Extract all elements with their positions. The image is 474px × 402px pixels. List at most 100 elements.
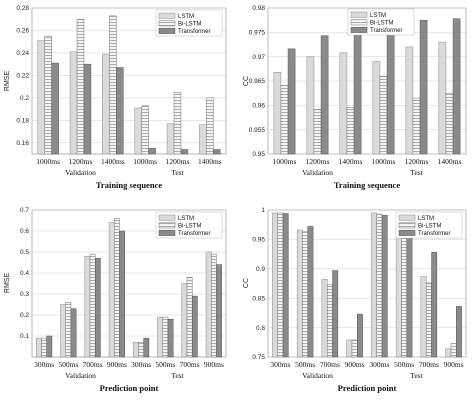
bar-lstm-2: [69, 51, 78, 155]
bar-bilstm-6: [401, 230, 408, 358]
bar-lstm-4: [346, 339, 353, 358]
x-axis-label: Training sequence: [334, 180, 400, 190]
bar-transformer-7: [431, 252, 438, 358]
x-tick-label: 1200ms: [405, 157, 429, 166]
legend-swatch: [398, 229, 416, 236]
x-tick-label: 300ms: [34, 360, 54, 369]
bar-bilstm-1: [277, 212, 284, 358]
y-tick-label: 1: [261, 207, 265, 214]
legend-swatch: [158, 214, 176, 221]
y-tick-label: 0.1: [20, 333, 29, 340]
bar-lstm-8: [445, 348, 452, 358]
bar-lstm-2: [60, 304, 67, 358]
y-tick-label: 0.955: [249, 127, 266, 134]
x-tick-label: 500ms: [394, 360, 414, 369]
legend-swatch: [350, 26, 368, 33]
y-tick-label: 0.95: [252, 237, 265, 244]
bar-lstm-8: [205, 251, 212, 358]
bar-bilstm-6: [162, 316, 169, 358]
bar-lstm-6: [199, 124, 207, 155]
bar-lstm-5: [133, 342, 139, 358]
y-tick-label: 0.98: [252, 5, 265, 12]
group-label: Validation: [65, 371, 96, 380]
bar-bilstm-2: [302, 231, 309, 358]
bar-transformer-1: [287, 48, 296, 155]
y-tick-label: 0.8: [256, 325, 265, 332]
legend-label: Bi-LSTM: [370, 20, 393, 26]
x-tick-label: 1000ms: [372, 157, 396, 166]
legend-label: Transformer: [418, 231, 450, 237]
legend-label: Bi-LSTM: [418, 223, 441, 229]
x-tick-label: 1200ms: [69, 157, 93, 166]
bar-transformer-5: [143, 337, 150, 358]
legend-swatch: [398, 222, 416, 229]
x-tick-label: 1400ms: [198, 157, 222, 166]
bar-lstm-4: [134, 107, 142, 155]
legend-swatch: [158, 229, 176, 236]
bar-transformer-4: [119, 230, 125, 358]
group-label: Test: [410, 168, 423, 177]
bar-lstm-1: [37, 40, 45, 155]
y-tick-label: 0.975: [249, 30, 266, 37]
legend-label: Transformer: [178, 231, 210, 237]
bar-transformer-6: [406, 223, 413, 358]
group-label: Test: [171, 168, 184, 177]
chart-panel-2: 0.95 0.955 0.96 0.965 0.97 0.975 0.98 1000ms 120…: [243, 5, 467, 190]
x-tick-label: 500ms: [155, 360, 175, 369]
bar-transformer-6: [167, 318, 174, 358]
bar-transformer-4: [357, 313, 363, 358]
bar-bilstm-3: [89, 253, 96, 358]
x-tick-label: 700ms: [83, 360, 103, 369]
x-tick-label: 900ms: [345, 360, 365, 369]
bar-transformer-1: [282, 213, 289, 358]
x-axis-label: Prediction point: [338, 383, 397, 393]
legend-swatch: [350, 11, 368, 18]
x-tick-label: 300ms: [131, 360, 151, 369]
legend-swatch: [158, 20, 176, 27]
bar-bilstm-5: [412, 97, 421, 155]
bar-lstm-6: [438, 41, 447, 155]
bar-lstm-2: [306, 56, 315, 155]
bar-bilstm-4: [114, 218, 120, 358]
bar-transformer-6: [213, 149, 221, 155]
bar-transformer-8: [216, 264, 222, 358]
bar-lstm-3: [321, 279, 328, 358]
x-tick-label: 1200ms: [166, 157, 190, 166]
group-label: Test: [410, 371, 423, 380]
y-tick-label: 0.75: [252, 354, 265, 361]
y-tick-label: 0.95: [252, 151, 265, 158]
bar-transformer-2: [70, 308, 77, 358]
bar-lstm-4: [372, 61, 381, 155]
x-tick-label: 900ms: [444, 360, 464, 369]
bar-transformer-2: [320, 35, 329, 155]
y-axis-label: RMSE: [4, 71, 11, 92]
x-tick-label: 300ms: [270, 360, 290, 369]
y-tick-label: 0.9: [256, 266, 265, 273]
y-tick-label: 0.85: [252, 295, 265, 302]
x-tick-label: 500ms: [295, 360, 315, 369]
chart-panel-1: 0.16 0.18 0.2 0.22 0.24 0.26 0.28 1000ms 1200ms 1…: [4, 5, 227, 190]
bar-transformer-1: [51, 62, 59, 155]
x-tick-label: 1200ms: [306, 157, 330, 166]
bar-lstm-2: [296, 229, 303, 358]
legend-swatch: [158, 222, 176, 229]
x-tick-label: 1000ms: [133, 157, 157, 166]
y-tick-label: 0.28: [16, 5, 29, 12]
bar-bilstm-7: [425, 282, 432, 358]
bar-lstm-7: [181, 283, 188, 358]
bar-lstm-6: [395, 228, 402, 358]
y-tick-label: 0.7: [20, 207, 29, 214]
legend-label: Bi-LSTM: [178, 223, 201, 229]
x-tick-label: 700ms: [419, 360, 439, 369]
bar-transformer-8: [456, 306, 462, 358]
legend-label: Transformer: [370, 28, 402, 34]
bar-bilstm-1: [280, 85, 289, 155]
y-axis-label: CC: [243, 278, 250, 288]
y-tick-label: 0.2: [20, 95, 29, 102]
bar-lstm-1: [36, 337, 42, 358]
x-tick-label: 1400ms: [101, 157, 125, 166]
